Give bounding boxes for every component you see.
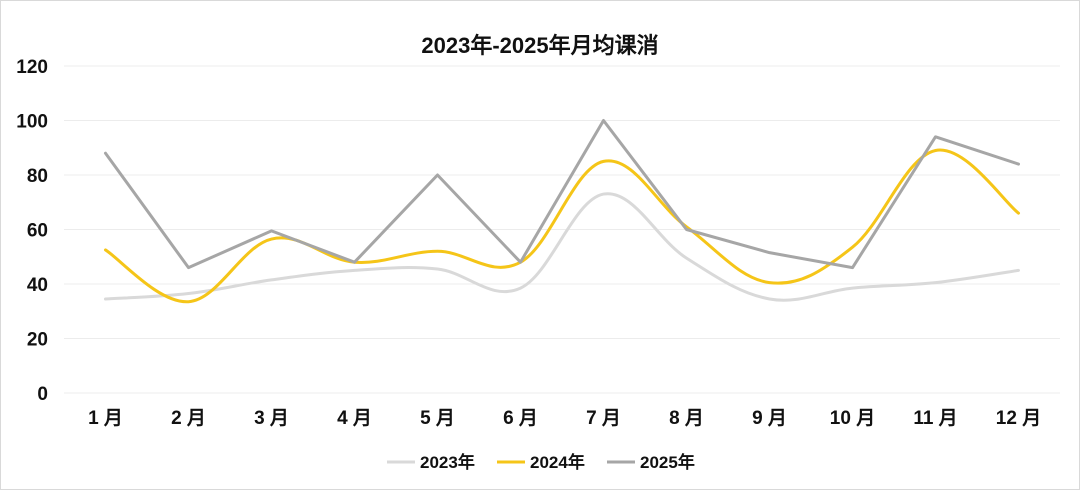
legend-label: 2025年 xyxy=(640,452,695,472)
x-tick-label: 11 月 xyxy=(913,408,957,429)
y-tick-label: 120 xyxy=(16,57,48,78)
y-axis-ticks: 0 20 40 60 80 100 120 xyxy=(16,57,48,405)
x-axis-ticks: 1 月 2 月 3 月 4 月 5 月 6 月 7 月 8 月 9 月 10 月 11 月 12 月 xyxy=(88,408,1041,429)
x-tick-label: 6 月 xyxy=(503,408,538,429)
x-tick-label: 3 月 xyxy=(254,408,289,429)
x-tick-label: 2 月 xyxy=(171,408,206,429)
x-tick-label: 8 月 xyxy=(669,408,704,429)
x-tick-label: 12 月 xyxy=(996,408,1041,429)
y-tick-label: 80 xyxy=(27,166,48,187)
legend-label: 2024年 xyxy=(530,452,585,472)
y-tick-label: 100 xyxy=(16,112,48,133)
legend-label: 2023年 xyxy=(420,452,475,472)
gridlines xyxy=(64,65,1060,394)
y-tick-label: 40 xyxy=(27,275,48,296)
series-line-2 xyxy=(104,148,1020,304)
series-line-1 xyxy=(104,192,1020,302)
x-tick-label: 1 月 xyxy=(88,408,123,429)
series-lines xyxy=(104,119,1020,304)
chart-title: 2023年-2025年月均课消 xyxy=(421,33,658,58)
x-tick-label: 5 月 xyxy=(420,408,455,429)
x-tick-label: 10 月 xyxy=(830,408,875,429)
x-tick-label: 7 月 xyxy=(586,408,621,429)
series-line-3 xyxy=(104,119,1020,270)
x-tick-label: 4 月 xyxy=(337,408,372,429)
y-tick-label: 20 xyxy=(27,330,48,351)
y-tick-label: 0 xyxy=(37,384,48,405)
x-tick-label: 9 月 xyxy=(752,408,787,429)
y-tick-label: 60 xyxy=(27,221,48,242)
legend: 2023年 2024年 2025年 xyxy=(387,452,695,472)
